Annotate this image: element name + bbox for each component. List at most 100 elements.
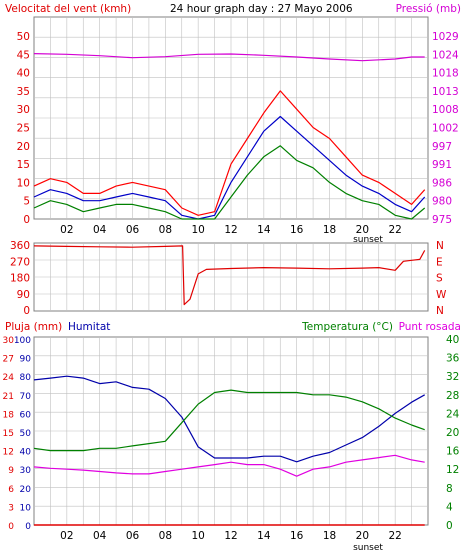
y-tick-label: 0 bbox=[23, 214, 30, 226]
y-tick-label: 9 bbox=[8, 466, 14, 476]
sunset-label-bottom: sunset bbox=[353, 543, 383, 553]
y-tick-label: 20 bbox=[20, 485, 32, 495]
min-series-line bbox=[33, 145, 426, 220]
wind-panel-series bbox=[33, 53, 426, 220]
y-tick-label: 27 bbox=[3, 355, 14, 365]
humidity-series-line bbox=[33, 375, 425, 463]
climate-panel-series bbox=[33, 375, 425, 526]
climate-panel-hour-labels: 02 04 06 08 10 12 14 16 18 20 22 bbox=[60, 530, 402, 542]
x-tick-label: 22 bbox=[388, 530, 401, 542]
y-tick-label: 1029 bbox=[432, 31, 459, 43]
y-tick-label: 180 bbox=[10, 273, 30, 285]
temperature-tick-labels: 0 4 8 12 16 20 24 28 32 36 40 bbox=[446, 334, 460, 532]
x-tick-label: 16 bbox=[290, 530, 304, 542]
sunset-label-top: sunset bbox=[353, 235, 383, 245]
x-tick-label: 18 bbox=[323, 224, 336, 236]
y-tick-label: W bbox=[436, 289, 447, 301]
y-tick-label: 90 bbox=[20, 355, 32, 365]
x-tick-label: 04 bbox=[93, 530, 107, 542]
wind-speed-tick-labels: 0 5 10 15 20 25 30 35 40 45 50 bbox=[17, 31, 30, 226]
y-tick-label: 45 bbox=[17, 49, 30, 61]
y-tick-label: 975 bbox=[432, 214, 452, 226]
pressure-axis-label: Pressió (mb) bbox=[396, 3, 461, 15]
y-tick-label: 30 bbox=[20, 466, 32, 476]
x-tick-label: 14 bbox=[257, 224, 271, 236]
pressure-tick-labels: 975 980 986 991 997 1002 1008 1013 1018 1024 1029 bbox=[432, 31, 459, 226]
y-tick-label: 0 bbox=[23, 305, 30, 317]
climate-panel-grid bbox=[34, 337, 428, 525]
y-tick-label: 35 bbox=[17, 86, 30, 98]
y-tick-label: 270 bbox=[10, 256, 30, 268]
y-tick-label: 32 bbox=[446, 371, 459, 383]
x-tick-label: 02 bbox=[60, 530, 73, 542]
x-tick-label: 10 bbox=[191, 530, 204, 542]
x-tick-label: 12 bbox=[224, 224, 237, 236]
humidity-tick-labels: 0 10 20 30 40 50 60 70 80 90 100 bbox=[14, 336, 31, 532]
y-tick-label: 360 bbox=[10, 240, 30, 252]
y-tick-label: 1024 bbox=[432, 49, 459, 61]
y-tick-label: 8 bbox=[446, 483, 453, 495]
y-tick-label: 10 bbox=[20, 503, 32, 513]
y-tick-label: 30 bbox=[17, 104, 30, 116]
temperature-axis-label: Temperatura (°C) bbox=[301, 321, 393, 333]
x-tick-label: 22 bbox=[388, 224, 401, 236]
y-tick-label: 40 bbox=[20, 448, 32, 458]
x-tick-label: 20 bbox=[356, 224, 369, 236]
wind-speed-axis-label: Velocitat del vent (kmh) bbox=[5, 3, 131, 15]
y-tick-label: 36 bbox=[446, 353, 460, 365]
direction-series-line bbox=[33, 245, 426, 306]
y-tick-label: N bbox=[436, 305, 444, 317]
x-tick-label: 08 bbox=[159, 224, 172, 236]
y-tick-label: 1013 bbox=[432, 86, 459, 98]
y-tick-label: 60 bbox=[20, 410, 32, 420]
x-tick-label: 08 bbox=[159, 530, 172, 542]
y-tick-label: 15 bbox=[3, 429, 14, 439]
x-tick-label: 18 bbox=[323, 530, 336, 542]
direction-panel-grid bbox=[34, 243, 428, 311]
x-tick-label: 16 bbox=[290, 224, 304, 236]
y-tick-label: 18 bbox=[3, 410, 15, 420]
x-tick-label: 02 bbox=[60, 224, 73, 236]
wind-panel-grid bbox=[34, 17, 428, 219]
y-tick-label: 28 bbox=[446, 390, 459, 402]
y-tick-label: 1018 bbox=[432, 68, 459, 80]
y-tick-label: 40 bbox=[17, 68, 30, 80]
y-tick-label: 1008 bbox=[432, 104, 459, 116]
y-tick-label: 24 bbox=[446, 408, 460, 420]
y-tick-label: 991 bbox=[432, 159, 452, 171]
y-tick-label: 80 bbox=[20, 373, 32, 383]
y-tick-label: 25 bbox=[17, 123, 30, 135]
x-tick-label: 14 bbox=[257, 530, 271, 542]
y-tick-label: 20 bbox=[17, 141, 30, 153]
y-tick-label: 1002 bbox=[432, 123, 459, 135]
x-tick-label: 06 bbox=[126, 224, 140, 236]
y-tick-label: 15 bbox=[17, 159, 30, 171]
y-tick-label: 100 bbox=[14, 336, 31, 346]
y-tick-label: 50 bbox=[20, 429, 32, 439]
rain-tick-labels: 0 3 6 9 12 15 18 21 24 27 30 bbox=[3, 336, 15, 532]
dewpoint-series-line bbox=[33, 454, 425, 477]
y-tick-label: E bbox=[436, 256, 443, 268]
temperature-series-line bbox=[33, 389, 425, 452]
x-tick-label: 06 bbox=[126, 530, 140, 542]
graph-title: 24 hour graph day : 27 Mayo 2006 bbox=[170, 3, 353, 15]
y-tick-label: 12 bbox=[446, 464, 459, 476]
y-tick-label: 5 bbox=[23, 196, 30, 208]
rain-axis-label: Pluja (mm) bbox=[5, 321, 62, 333]
y-tick-label: 997 bbox=[432, 141, 452, 153]
y-tick-label: 6 bbox=[8, 485, 14, 495]
direction-panel-series bbox=[33, 245, 426, 306]
y-tick-label: 20 bbox=[446, 427, 459, 439]
x-tick-label: 04 bbox=[93, 224, 107, 236]
y-tick-label: 10 bbox=[17, 177, 30, 189]
direction-degree-labels: 0 90 180 270 360 bbox=[10, 240, 30, 317]
y-tick-label: 16 bbox=[446, 446, 460, 458]
gust-series-line bbox=[33, 90, 426, 216]
pressure-series-line bbox=[33, 53, 425, 62]
y-tick-label: 70 bbox=[20, 392, 32, 402]
y-tick-label: 0 bbox=[446, 520, 453, 532]
y-tick-label: 21 bbox=[3, 392, 14, 402]
y-tick-label: 12 bbox=[3, 448, 14, 458]
y-tick-label: 986 bbox=[432, 177, 452, 189]
